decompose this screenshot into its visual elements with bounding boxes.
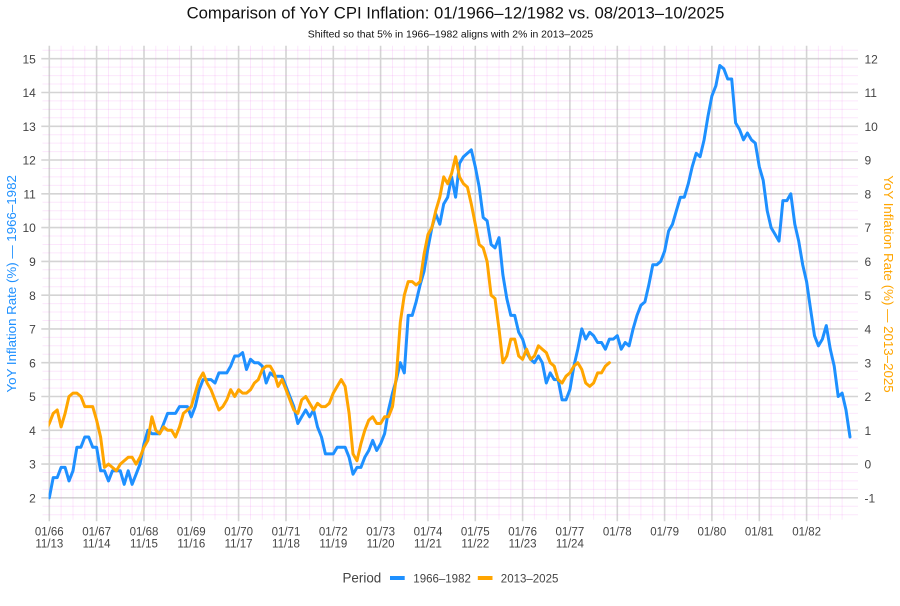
svg-text:12: 12 [865, 52, 879, 66]
svg-text:01/67: 01/67 [82, 527, 111, 539]
svg-text:10: 10 [22, 221, 36, 235]
svg-text:2: 2 [29, 491, 36, 505]
svg-text:01/72: 01/72 [319, 527, 348, 539]
svg-text:YoY Inflation Rate (%) — 1966–: YoY Inflation Rate (%) — 1966–1982 [4, 175, 19, 392]
svg-text:01/78: 01/78 [603, 527, 632, 539]
svg-text:01/77: 01/77 [556, 527, 585, 539]
svg-text:0: 0 [865, 458, 872, 472]
svg-text:01/70: 01/70 [224, 527, 253, 539]
svg-text:11/21: 11/21 [414, 539, 442, 551]
svg-text:11/16: 11/16 [177, 539, 205, 551]
svg-text:1966–1982: 1966–1982 [413, 573, 471, 585]
svg-text:01/73: 01/73 [366, 527, 395, 539]
svg-text:YoY Inflation Rate (%) — 2013–: YoY Inflation Rate (%) — 2013–2025 [881, 175, 896, 392]
svg-text:01/82: 01/82 [792, 527, 821, 539]
svg-text:2: 2 [865, 390, 872, 404]
svg-text:6: 6 [865, 255, 872, 269]
svg-text:01/79: 01/79 [650, 527, 679, 539]
svg-text:11/17: 11/17 [225, 539, 253, 551]
svg-text:11/15: 11/15 [130, 539, 158, 551]
svg-text:3: 3 [865, 356, 872, 370]
svg-text:01/75: 01/75 [461, 527, 490, 539]
svg-text:01/76: 01/76 [508, 527, 537, 539]
svg-text:Comparison of YoY CPI Inflatio: Comparison of YoY CPI Inflation: 01/1966… [187, 3, 725, 22]
svg-text:12: 12 [22, 154, 36, 168]
svg-text:2013–2025: 2013–2025 [501, 573, 559, 585]
svg-text:6: 6 [29, 356, 36, 370]
svg-text:-1: -1 [865, 491, 876, 505]
svg-text:11/22: 11/22 [461, 539, 489, 551]
svg-text:01/80: 01/80 [698, 527, 727, 539]
svg-text:8: 8 [29, 289, 36, 303]
svg-text:01/69: 01/69 [177, 527, 206, 539]
svg-text:5: 5 [29, 390, 36, 404]
svg-text:11/24: 11/24 [556, 539, 585, 551]
svg-text:01/66: 01/66 [35, 527, 64, 539]
svg-text:10: 10 [865, 120, 879, 134]
svg-text:11/19: 11/19 [319, 539, 347, 551]
svg-text:14: 14 [22, 86, 36, 100]
svg-text:7: 7 [29, 323, 36, 337]
svg-text:15: 15 [22, 52, 36, 66]
svg-text:Period: Period [343, 571, 382, 586]
svg-text:11/23: 11/23 [509, 539, 537, 551]
svg-text:01/71: 01/71 [272, 527, 301, 539]
svg-text:9: 9 [29, 255, 36, 269]
svg-text:13: 13 [22, 120, 36, 134]
svg-text:7: 7 [865, 221, 872, 235]
svg-text:01/68: 01/68 [130, 527, 159, 539]
svg-text:01/74: 01/74 [414, 527, 443, 539]
svg-text:4: 4 [865, 323, 872, 337]
svg-text:11/14: 11/14 [83, 539, 112, 551]
svg-text:9: 9 [865, 154, 872, 168]
svg-text:4: 4 [29, 424, 36, 438]
svg-text:11/20: 11/20 [367, 539, 395, 551]
svg-text:11: 11 [23, 187, 36, 201]
svg-text:3: 3 [29, 458, 36, 472]
svg-text:11/18: 11/18 [272, 539, 300, 551]
svg-text:8: 8 [865, 187, 872, 201]
svg-text:11: 11 [865, 86, 878, 100]
svg-text:1: 1 [865, 424, 872, 438]
svg-text:5: 5 [865, 289, 872, 303]
svg-text:01/81: 01/81 [745, 527, 774, 539]
svg-text:Shifted so that 5% in 1966–198: Shifted so that 5% in 1966–1982 aligns w… [308, 29, 594, 40]
svg-text:11/13: 11/13 [35, 539, 63, 551]
